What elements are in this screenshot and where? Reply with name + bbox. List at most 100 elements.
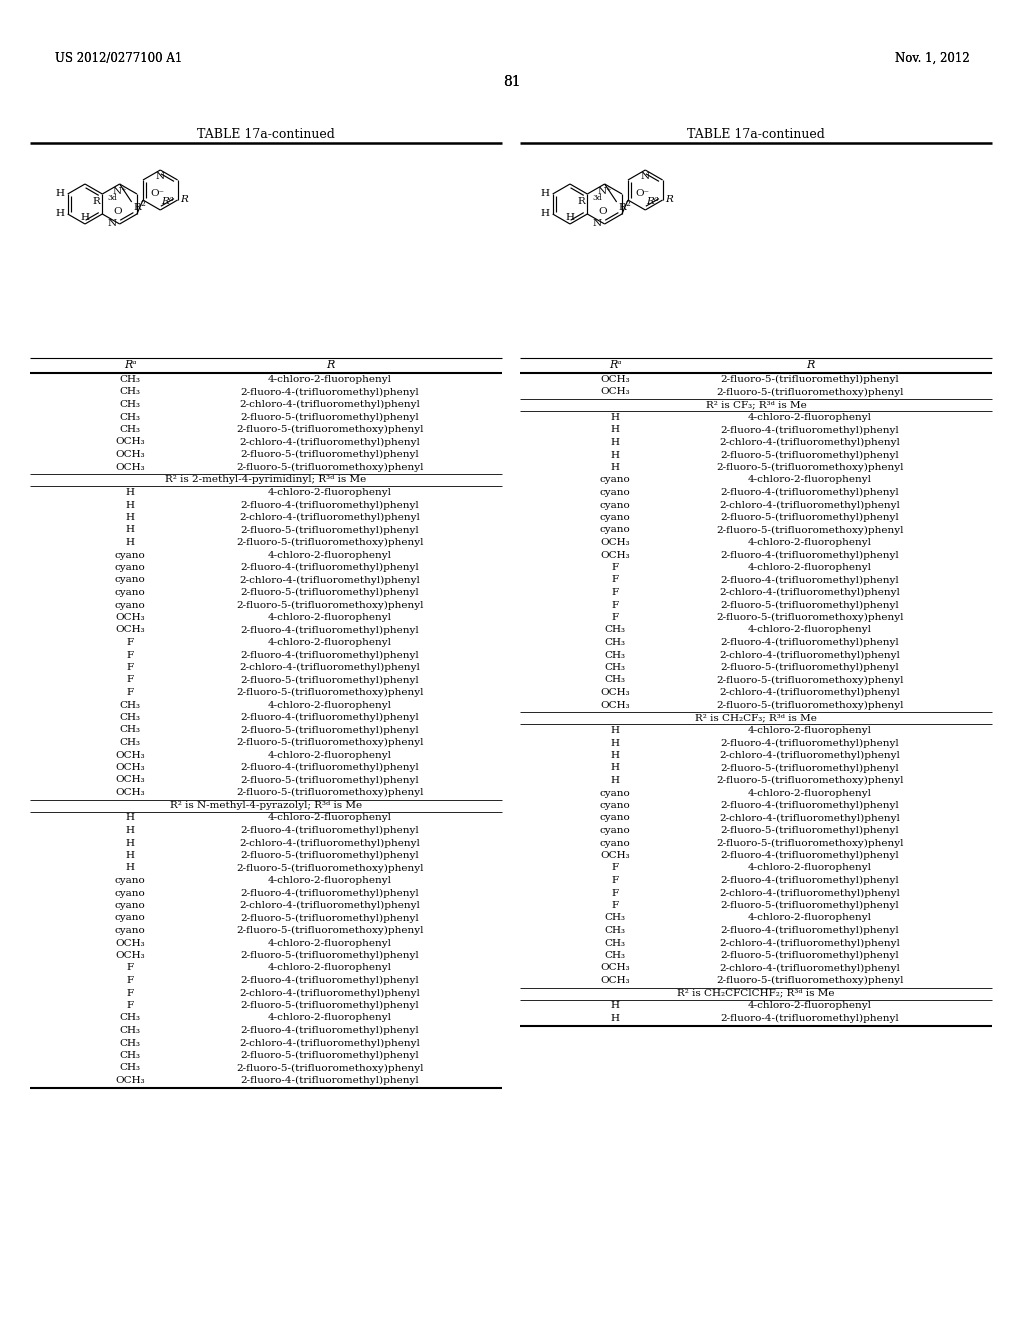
Text: 2-fluoro-5-(trifluoromethoxy)phenyl: 2-fluoro-5-(trifluoromethoxy)phenyl — [237, 927, 424, 935]
Text: 2-fluoro-5-(trifluoromethyl)phenyl: 2-fluoro-5-(trifluoromethyl)phenyl — [721, 950, 899, 960]
Text: 2-fluoro-4-(trifluoromethyl)phenyl: 2-fluoro-4-(trifluoromethyl)phenyl — [721, 488, 899, 498]
Text: 2-fluoro-5-(trifluoromethyl)phenyl: 2-fluoro-5-(trifluoromethyl)phenyl — [241, 450, 420, 459]
Text: F: F — [611, 587, 618, 597]
Text: 2-fluoro-5-(trifluoromethoxy)phenyl: 2-fluoro-5-(trifluoromethoxy)phenyl — [716, 388, 904, 396]
Text: 2-chloro-4-(trifluoromethyl)phenyl: 2-chloro-4-(trifluoromethyl)phenyl — [240, 838, 421, 847]
Text: 2-fluoro-5-(trifluoromethyl)phenyl: 2-fluoro-5-(trifluoromethyl)phenyl — [721, 601, 899, 610]
Text: TABLE 17a-continued: TABLE 17a-continued — [197, 128, 335, 141]
Text: 2-fluoro-5-(trifluoromethyl)phenyl: 2-fluoro-5-(trifluoromethyl)phenyl — [241, 1051, 420, 1060]
Text: 2: 2 — [626, 201, 631, 209]
Text: F: F — [126, 663, 133, 672]
Text: H: H — [126, 826, 134, 836]
Text: US 2012/0277100 A1: US 2012/0277100 A1 — [55, 51, 182, 65]
Text: 2-chloro-4-(trifluoromethyl)phenyl: 2-chloro-4-(trifluoromethyl)phenyl — [720, 888, 900, 898]
Text: TABLE 17a-continued: TABLE 17a-continued — [687, 128, 825, 141]
Text: 2-fluoro-5-(trifluoromethyl)phenyl: 2-fluoro-5-(trifluoromethyl)phenyl — [721, 902, 899, 909]
Text: cyano: cyano — [600, 801, 631, 810]
Text: H: H — [610, 738, 620, 747]
Text: 4-chloro-2-fluorophenyl: 4-chloro-2-fluorophenyl — [268, 939, 392, 948]
Text: H: H — [610, 425, 620, 434]
Text: OCH₃: OCH₃ — [115, 751, 144, 759]
Text: 4-chloro-2-fluorophenyl: 4-chloro-2-fluorophenyl — [748, 413, 872, 422]
Text: H: H — [126, 539, 134, 546]
Text: 2-fluoro-5-(trifluoromethoxy)phenyl: 2-fluoro-5-(trifluoromethoxy)phenyl — [237, 788, 424, 797]
Text: 2-fluoro-5-(trifluoromethoxy)phenyl: 2-fluoro-5-(trifluoromethoxy)phenyl — [716, 701, 904, 710]
Text: 3d: 3d — [108, 194, 117, 202]
Text: Rᵃ: Rᵃ — [124, 360, 136, 370]
Text: H: H — [610, 438, 620, 447]
Text: OCH₃: OCH₃ — [115, 612, 144, 622]
Text: CH₃: CH₃ — [120, 713, 140, 722]
Text: H: H — [126, 488, 134, 498]
Text: 2-fluoro-5-(trifluoromethyl)phenyl: 2-fluoro-5-(trifluoromethyl)phenyl — [241, 851, 420, 861]
Text: H: H — [126, 863, 134, 873]
Text: OCH₃: OCH₃ — [600, 388, 630, 396]
Text: F: F — [126, 964, 133, 973]
Text: F: F — [126, 638, 133, 647]
Text: F: F — [611, 601, 618, 610]
Text: H: H — [126, 500, 134, 510]
Text: OCH₃: OCH₃ — [115, 763, 144, 772]
Text: 2-fluoro-5-(trifluoromethyl)phenyl: 2-fluoro-5-(trifluoromethyl)phenyl — [241, 525, 420, 535]
Text: 2-fluoro-4-(trifluoromethyl)phenyl: 2-fluoro-4-(trifluoromethyl)phenyl — [721, 876, 899, 886]
Text: H: H — [610, 726, 620, 735]
Text: 2-fluoro-4-(trifluoromethyl)phenyl: 2-fluoro-4-(trifluoromethyl)phenyl — [721, 638, 899, 647]
Text: cyano: cyano — [600, 513, 631, 521]
Text: 2-fluoro-5-(trifluoromethyl)phenyl: 2-fluoro-5-(trifluoromethyl)phenyl — [721, 763, 899, 772]
Text: 2-chloro-4-(trifluoromethyl)phenyl: 2-chloro-4-(trifluoromethyl)phenyl — [240, 902, 421, 909]
Text: OCH₃: OCH₃ — [115, 950, 144, 960]
Text: OCH₃: OCH₃ — [600, 701, 630, 710]
Text: 2-fluoro-4-(trifluoromethyl)phenyl: 2-fluoro-4-(trifluoromethyl)phenyl — [241, 763, 420, 772]
Text: N⁺: N⁺ — [113, 187, 127, 195]
Text: a: a — [168, 195, 173, 203]
Text: OCH₃: OCH₃ — [115, 788, 144, 797]
Text: 2-fluoro-4-(trifluoromethyl)phenyl: 2-fluoro-4-(trifluoromethyl)phenyl — [721, 801, 899, 810]
Text: 2-chloro-4-(trifluoromethyl)phenyl: 2-chloro-4-(trifluoromethyl)phenyl — [720, 813, 900, 822]
Text: CH₃: CH₃ — [120, 1051, 140, 1060]
Text: cyano: cyano — [600, 788, 631, 797]
Text: CH₃: CH₃ — [604, 676, 626, 685]
Text: H: H — [55, 190, 65, 198]
Text: 2-fluoro-5-(trifluoromethoxy)phenyl: 2-fluoro-5-(trifluoromethoxy)phenyl — [237, 863, 424, 873]
Text: 81: 81 — [503, 75, 521, 88]
Text: 4-chloro-2-fluorophenyl: 4-chloro-2-fluorophenyl — [748, 913, 872, 923]
Text: H: H — [610, 776, 620, 785]
Text: H: H — [126, 813, 134, 822]
Text: 2-fluoro-4-(trifluoromethyl)phenyl: 2-fluoro-4-(trifluoromethyl)phenyl — [241, 826, 420, 836]
Text: 2-chloro-4-(trifluoromethyl)phenyl: 2-chloro-4-(trifluoromethyl)phenyl — [240, 576, 421, 585]
Text: OCH₃: OCH₃ — [600, 539, 630, 546]
Text: 2-chloro-4-(trifluoromethyl)phenyl: 2-chloro-4-(trifluoromethyl)phenyl — [720, 688, 900, 697]
Text: 2-fluoro-4-(trifluoromethyl)phenyl: 2-fluoro-4-(trifluoromethyl)phenyl — [241, 713, 420, 722]
Text: CH₃: CH₃ — [120, 412, 140, 421]
Text: 4-chloro-2-fluorophenyl: 4-chloro-2-fluorophenyl — [748, 726, 872, 735]
Text: H: H — [565, 213, 574, 222]
Text: H: H — [610, 763, 620, 772]
Text: cyano: cyano — [115, 888, 145, 898]
Text: CH₃: CH₃ — [120, 400, 140, 409]
Text: 4-chloro-2-fluorophenyl: 4-chloro-2-fluorophenyl — [268, 612, 392, 622]
Text: 2-fluoro-4-(trifluoromethyl)phenyl: 2-fluoro-4-(trifluoromethyl)phenyl — [241, 388, 420, 396]
Text: 4-chloro-2-fluorophenyl: 4-chloro-2-fluorophenyl — [748, 475, 872, 484]
Text: N: N — [108, 219, 117, 228]
Text: R² is 2-methyl-4-pyrimidinyl; R³ᵈ is Me: R² is 2-methyl-4-pyrimidinyl; R³ᵈ is Me — [165, 475, 367, 484]
Text: 2-fluoro-5-(trifluoromethoxy)phenyl: 2-fluoro-5-(trifluoromethoxy)phenyl — [237, 738, 424, 747]
Text: CH₃: CH₃ — [604, 927, 626, 935]
Text: O⁻: O⁻ — [635, 190, 649, 198]
Text: 2-chloro-4-(trifluoromethyl)phenyl: 2-chloro-4-(trifluoromethyl)phenyl — [240, 437, 421, 446]
Text: R² is CF₃; R³ᵈ is Me: R² is CF₃; R³ᵈ is Me — [706, 400, 806, 409]
Text: 2-fluoro-5-(trifluoromethyl)phenyl: 2-fluoro-5-(trifluoromethyl)phenyl — [241, 913, 420, 923]
Text: 2-fluoro-5-(trifluoromethyl)phenyl: 2-fluoro-5-(trifluoromethyl)phenyl — [241, 776, 420, 784]
Text: H: H — [55, 210, 65, 219]
Text: F: F — [126, 688, 133, 697]
Text: 4-chloro-2-fluorophenyl: 4-chloro-2-fluorophenyl — [748, 788, 872, 797]
Text: 2-chloro-4-(trifluoromethyl)phenyl: 2-chloro-4-(trifluoromethyl)phenyl — [720, 964, 900, 973]
Text: 2-chloro-4-(trifluoromethyl)phenyl: 2-chloro-4-(trifluoromethyl)phenyl — [720, 587, 900, 597]
Text: 2-fluoro-5-(trifluoromethyl)phenyl: 2-fluoro-5-(trifluoromethyl)phenyl — [241, 1001, 420, 1010]
Text: 2-fluoro-5-(trifluoromethyl)phenyl: 2-fluoro-5-(trifluoromethyl)phenyl — [721, 513, 899, 523]
Text: 4-chloro-2-fluorophenyl: 4-chloro-2-fluorophenyl — [268, 638, 392, 647]
Text: US 2012/0277100 A1: US 2012/0277100 A1 — [55, 51, 182, 65]
Text: R² is CH₂CFClCHF₂; R³ᵈ is Me: R² is CH₂CFClCHF₂; R³ᵈ is Me — [677, 989, 835, 998]
Text: CH₃: CH₃ — [120, 701, 140, 710]
Text: 2-chloro-4-(trifluoromethyl)phenyl: 2-chloro-4-(trifluoromethyl)phenyl — [720, 438, 900, 447]
Text: 2-fluoro-5-(trifluoromethoxy)phenyl: 2-fluoro-5-(trifluoromethoxy)phenyl — [716, 525, 904, 535]
